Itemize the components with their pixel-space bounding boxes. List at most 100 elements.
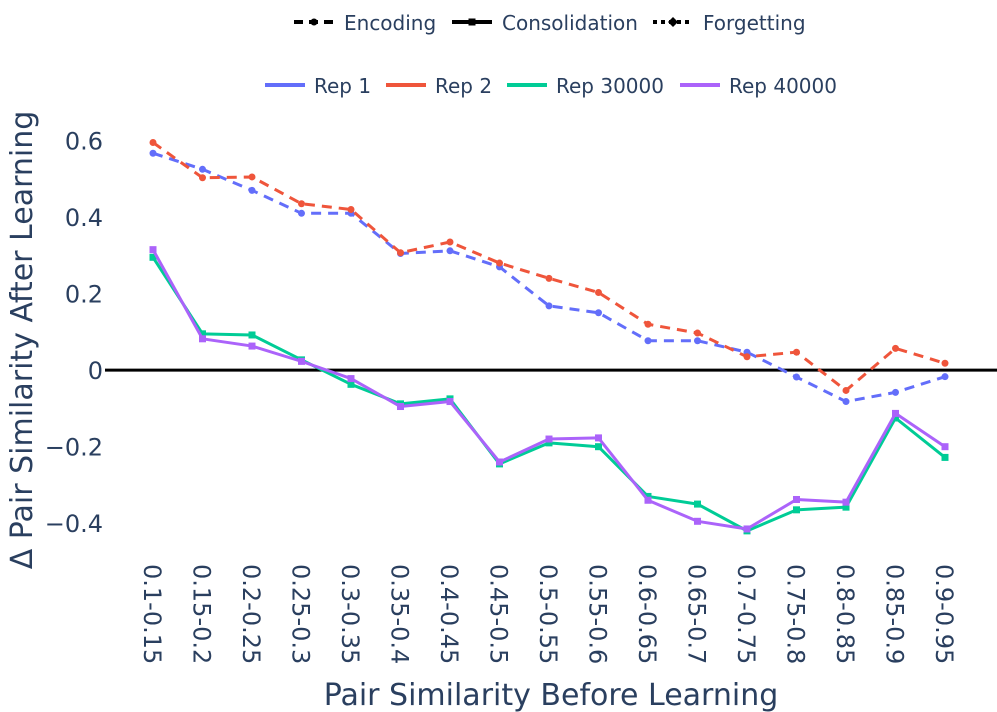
data-point [199, 165, 206, 173]
legend-label-rep-1: Rep 1 [314, 74, 371, 98]
data-point [941, 443, 949, 451]
data-point [446, 247, 454, 255]
data-point [793, 495, 800, 503]
data-point [248, 331, 256, 339]
y-tick-label: 0.2 [65, 281, 103, 309]
legend-label-rep-30000: Rep 30000 [556, 74, 664, 98]
x-tick-label: 0.5-0.55 [534, 564, 562, 664]
series-rep-2 [149, 139, 949, 394]
x-tick-label: 0.4-0.45 [435, 564, 463, 664]
data-point [397, 249, 404, 257]
legend-marker-consolidation [468, 18, 476, 26]
data-point [545, 439, 553, 447]
x-tick-label: 0.15-0.2 [188, 564, 216, 664]
data-point [941, 359, 949, 367]
x-tick-label: 0.6-0.65 [633, 564, 661, 664]
data-point [496, 259, 503, 267]
legend-label-consolidation: Consolidation [502, 11, 638, 35]
x-tick-label: 0.1-0.15 [138, 564, 166, 664]
data-point [595, 443, 602, 451]
data-point [644, 337, 652, 345]
data-point [743, 353, 751, 361]
data-point [892, 344, 899, 352]
data-point [298, 209, 305, 217]
data-point [842, 398, 850, 406]
data-point [644, 496, 652, 504]
series-lines [149, 139, 949, 535]
data-point [644, 320, 652, 328]
data-point [248, 173, 256, 181]
series-line-rep-1 [152, 151, 946, 404]
data-point [842, 386, 850, 394]
data-point [149, 139, 157, 147]
x-tick-label: 0.7-0.75 [732, 564, 760, 664]
y-tick-label: 0 [88, 357, 103, 385]
data-point [248, 186, 256, 194]
y-tick-label: 0.6 [65, 128, 103, 156]
legend-marker-forgetting [668, 17, 678, 27]
data-point [694, 329, 701, 337]
data-point [545, 274, 553, 282]
data-point [347, 205, 355, 213]
data-point [545, 435, 553, 443]
data-point [694, 337, 701, 345]
data-point [892, 409, 899, 417]
legend-label-forgetting: Forgetting [703, 11, 806, 35]
x-tick-label: 0.35-0.4 [386, 564, 414, 664]
data-point [793, 348, 800, 356]
data-point [743, 525, 751, 533]
series-line-rep-30000 [151, 256, 946, 533]
data-point [496, 458, 503, 466]
data-point [842, 498, 850, 506]
series-line-rep-40000 [151, 248, 946, 531]
legend-marker-encoding [310, 18, 318, 26]
data-point [347, 380, 355, 388]
data-point [595, 434, 602, 442]
data-point [941, 373, 949, 381]
data-point [446, 398, 454, 406]
x-tick-label: 0.9-0.95 [930, 564, 958, 664]
data-point [892, 388, 899, 396]
data-point [149, 149, 157, 157]
data-point [298, 357, 305, 365]
x-tick-label: 0.3-0.35 [336, 564, 364, 664]
data-point [199, 174, 206, 182]
x-axis: 0.1-0.15 0.15-0.2 0.2-0.25 0.25-0.3 0.3-0.35… [138, 564, 958, 664]
x-tick-label: 0.75-0.8 [782, 564, 810, 664]
data-point [595, 309, 602, 317]
data-point [298, 200, 305, 208]
data-point [397, 403, 404, 411]
data-point [892, 414, 899, 422]
data-point [545, 302, 553, 310]
x-tick-label: 0.45-0.5 [485, 564, 513, 664]
data-point [149, 246, 157, 254]
data-point [595, 289, 602, 297]
data-point [347, 375, 355, 383]
data-point [248, 342, 256, 350]
y-axis-title: Δ Pair Similarity After Learning [5, 111, 40, 570]
data-point [842, 503, 850, 511]
series-rep-40000 [149, 246, 949, 533]
x-axis-title: Pair Similarity Before Learning [324, 678, 779, 712]
x-tick-label: 0.65-0.7 [683, 564, 711, 664]
y-tick-label: −0.4 [45, 510, 103, 538]
y-tick-label: 0.4 [65, 204, 103, 232]
x-tick-label: 0.2-0.25 [237, 564, 265, 664]
legend-label-encoding: Encoding [344, 11, 436, 35]
legend-label-rep-2: Rep 2 [435, 74, 492, 98]
x-tick-label: 0.55-0.6 [584, 564, 612, 664]
x-tick-label: 0.8-0.85 [831, 564, 859, 664]
y-tick-label: −0.2 [45, 434, 103, 462]
data-point [149, 253, 157, 261]
legend-color: Rep 1 Rep 2 Rep 30000 Rep 40000 [265, 74, 837, 98]
legend-line-style: Encoding Consolidation Forgetting [294, 11, 806, 35]
data-point [446, 238, 454, 246]
data-point [793, 506, 800, 514]
data-point [694, 517, 701, 525]
data-point [793, 373, 800, 381]
x-tick-label: 0.25-0.3 [287, 564, 315, 664]
data-point [941, 453, 949, 461]
data-point [694, 500, 701, 508]
legend-label-rep-40000: Rep 40000 [729, 74, 837, 98]
